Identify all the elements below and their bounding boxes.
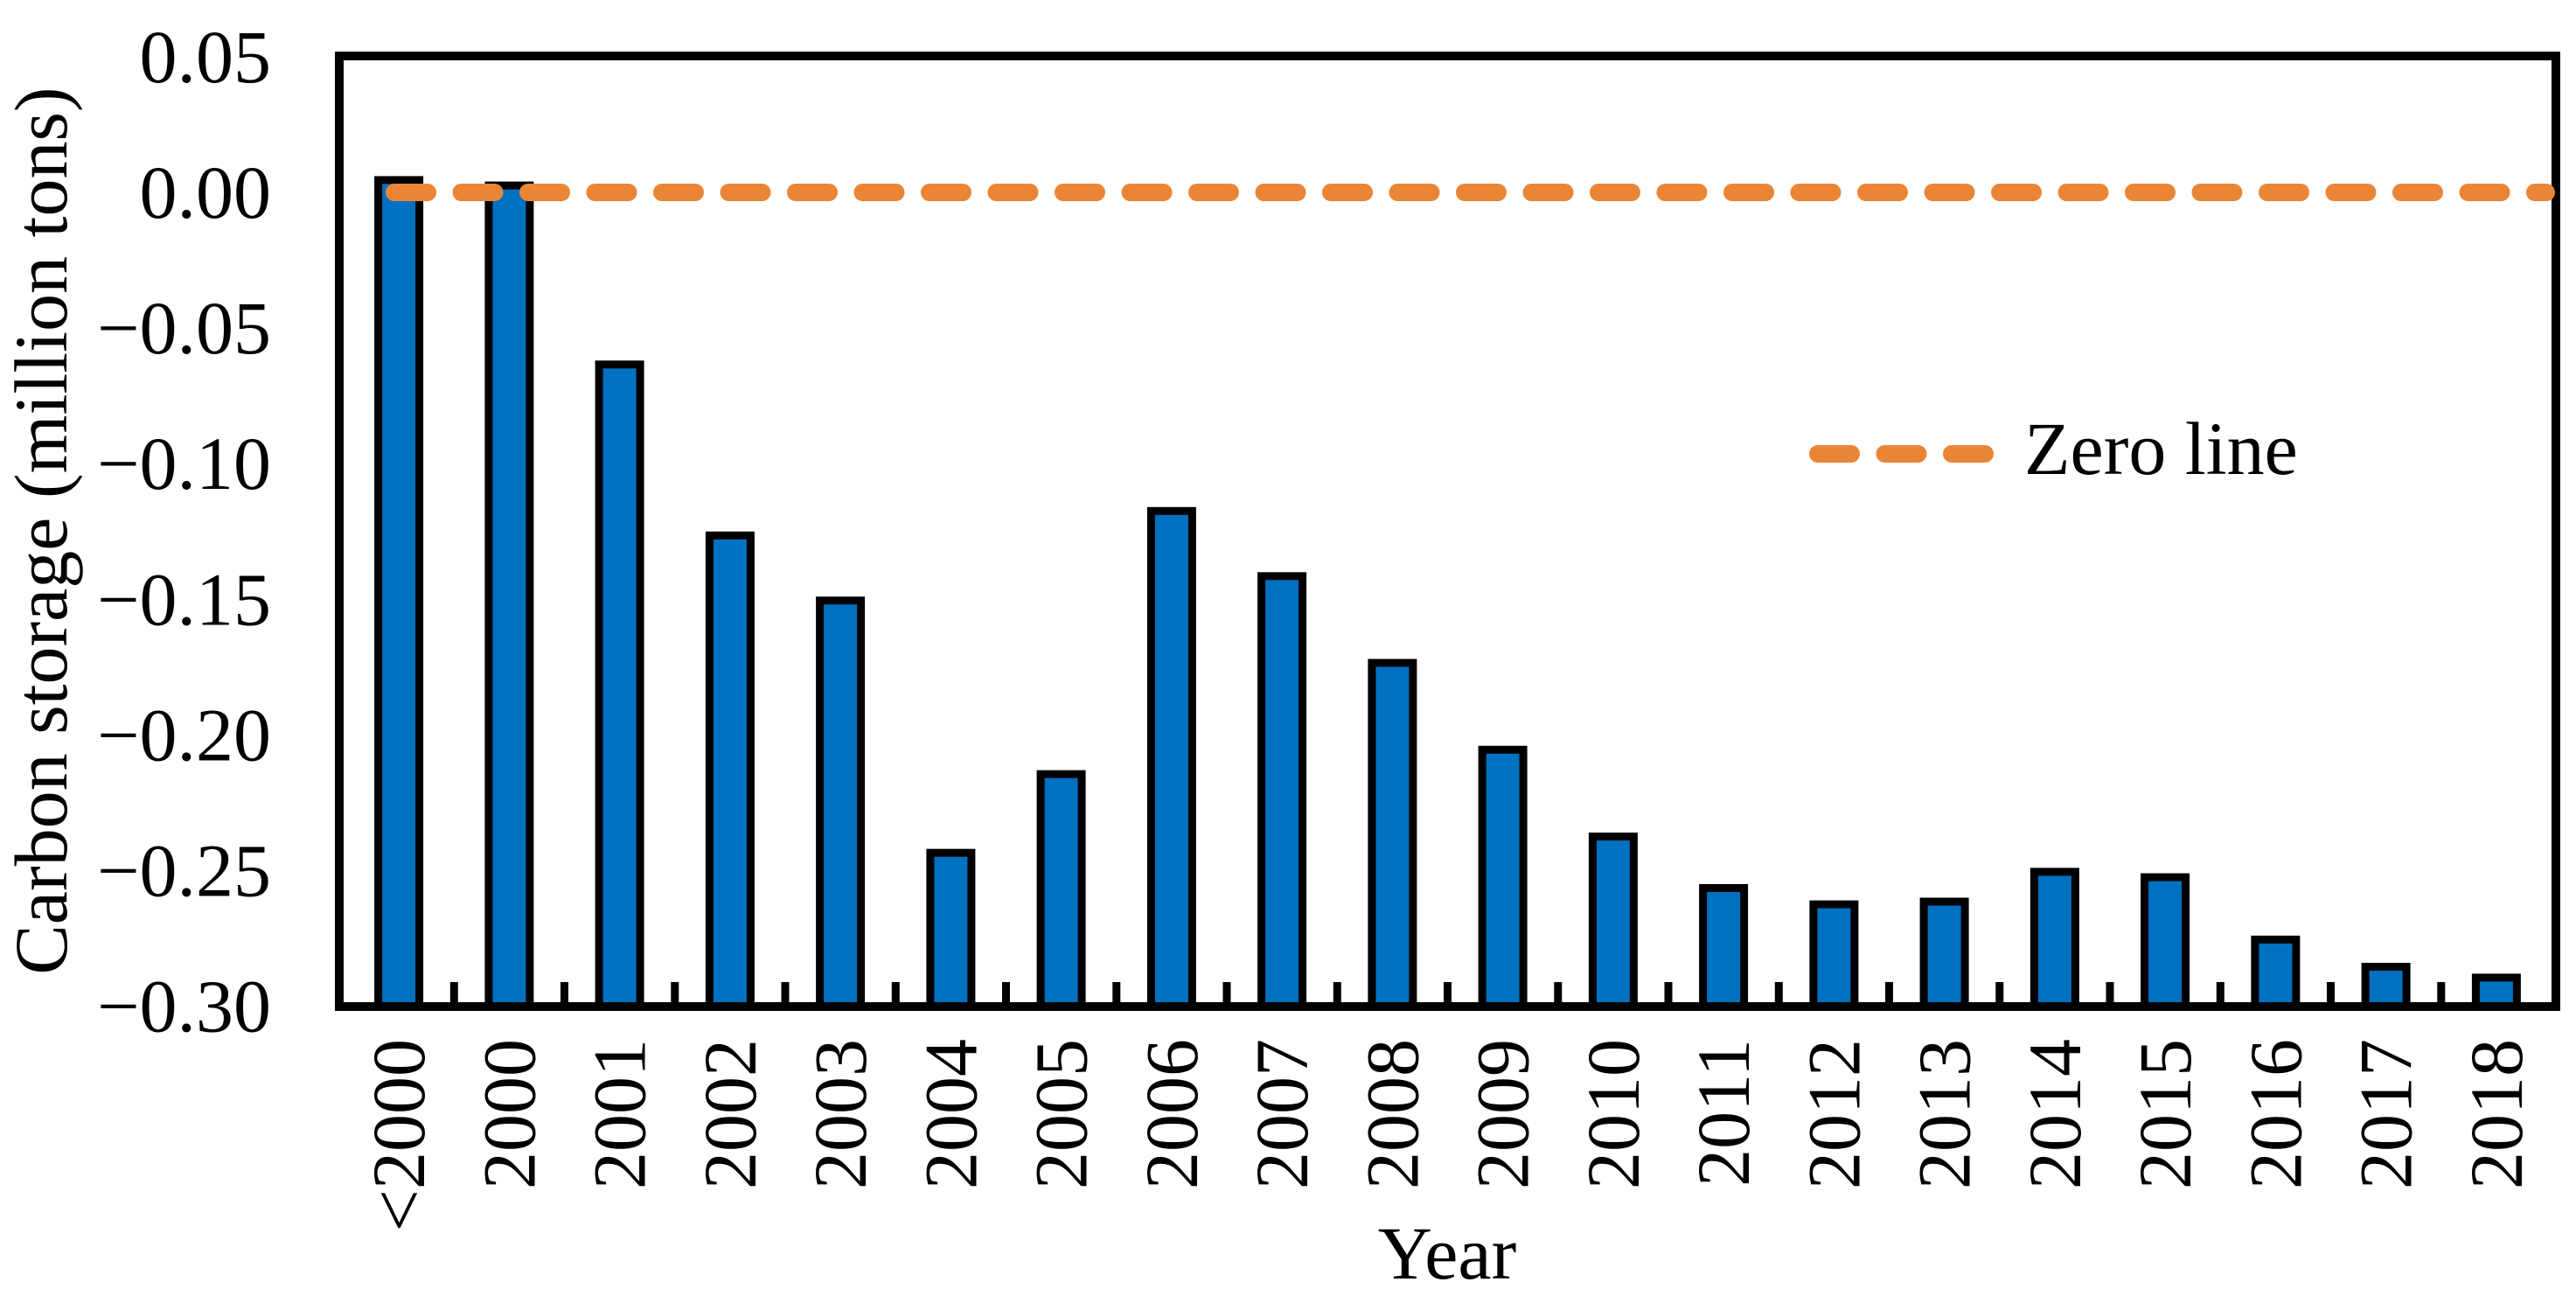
- x-tick-label-2007: 2007: [1240, 1039, 1324, 1189]
- x-tick-label-2001: 2001: [578, 1039, 662, 1189]
- x-tick-label-2015: 2015: [2123, 1039, 2207, 1189]
- y-tick-label-−0.25: −0.25: [97, 829, 271, 913]
- bar-2017: [2361, 963, 2411, 1011]
- y-tick-label-−0.15: −0.15: [97, 557, 271, 641]
- x-tick-label-2005: 2005: [1020, 1039, 1104, 1189]
- bar-2016: [2251, 935, 2301, 1011]
- legend-label: Zero line: [2024, 407, 2298, 491]
- x-tick-label-2017: 2017: [2344, 1039, 2428, 1189]
- x-axis-labels-group: <2000 2000 2001 2002 2003 2004 2005 2006 2007 200…: [357, 1039, 2538, 1232]
- x-tick-label-2004: 2004: [909, 1039, 992, 1189]
- bar-2004: [926, 848, 976, 1011]
- legend: Zero line: [1809, 407, 2298, 491]
- bar-2015: [2141, 873, 2190, 1011]
- x-tick-label-2013: 2013: [1903, 1039, 1987, 1189]
- y-axis-labels-group: 0.05 0.00 −0.05 −0.10 −0.15 −0.20 −0.25 −0.30: [97, 15, 271, 1049]
- bar-2009: [1478, 745, 1528, 1011]
- bar-2006: [1146, 506, 1196, 1011]
- bar-2005: [1036, 770, 1086, 1011]
- x-tick-label-2010: 2010: [1571, 1039, 1655, 1189]
- x-tick-label-2003: 2003: [798, 1039, 882, 1189]
- y-axis-title: Carbon storage (million tons): [0, 87, 83, 974]
- x-tick-label-<2000: <2000: [357, 1039, 441, 1232]
- bars-group: [374, 176, 2521, 1011]
- x-axis-title: Year: [1378, 1211, 1516, 1295]
- bar-2008: [1368, 658, 1417, 1011]
- y-tick-label-−0.10: −0.10: [97, 422, 271, 505]
- x-tick-label-2006: 2006: [1130, 1039, 1214, 1189]
- x-tick-label-2014: 2014: [2013, 1039, 2097, 1189]
- bar-2001: [595, 360, 644, 1011]
- x-tick-label-2012: 2012: [1792, 1039, 1876, 1189]
- y-tick-label-−0.30: −0.30: [97, 965, 271, 1049]
- x-tick-label-2011: 2011: [1681, 1039, 1765, 1187]
- bar-2014: [2029, 868, 2079, 1011]
- bar-2013: [1919, 897, 1969, 1011]
- plot-border: [335, 52, 2560, 1011]
- y-tick-label-−0.20: −0.20: [97, 693, 271, 777]
- bar-2011: [1699, 884, 1749, 1011]
- y-tick-label-0.00: 0.00: [140, 150, 272, 234]
- bar-2002: [705, 531, 755, 1011]
- x-tick-label-2002: 2002: [688, 1039, 772, 1189]
- x-tick-label-2016: 2016: [2233, 1039, 2317, 1189]
- x-tick-label-2000: 2000: [467, 1039, 551, 1189]
- x-tick-label-2018: 2018: [2454, 1039, 2538, 1189]
- bar-2000: [484, 181, 534, 1011]
- x-axis-ticks-group: [449, 982, 2446, 1003]
- bar-2007: [1257, 572, 1307, 1011]
- bar-<2000: [374, 176, 424, 1011]
- y-tick-label-0.05: 0.05: [140, 15, 272, 99]
- x-tick-label-2009: 2009: [1461, 1039, 1545, 1189]
- bar-2003: [816, 596, 866, 1011]
- y-tick-label-−0.05: −0.05: [97, 286, 271, 370]
- bar-2010: [1588, 833, 1638, 1011]
- x-tick-label-2008: 2008: [1350, 1039, 1434, 1189]
- bar-2012: [1809, 900, 1859, 1011]
